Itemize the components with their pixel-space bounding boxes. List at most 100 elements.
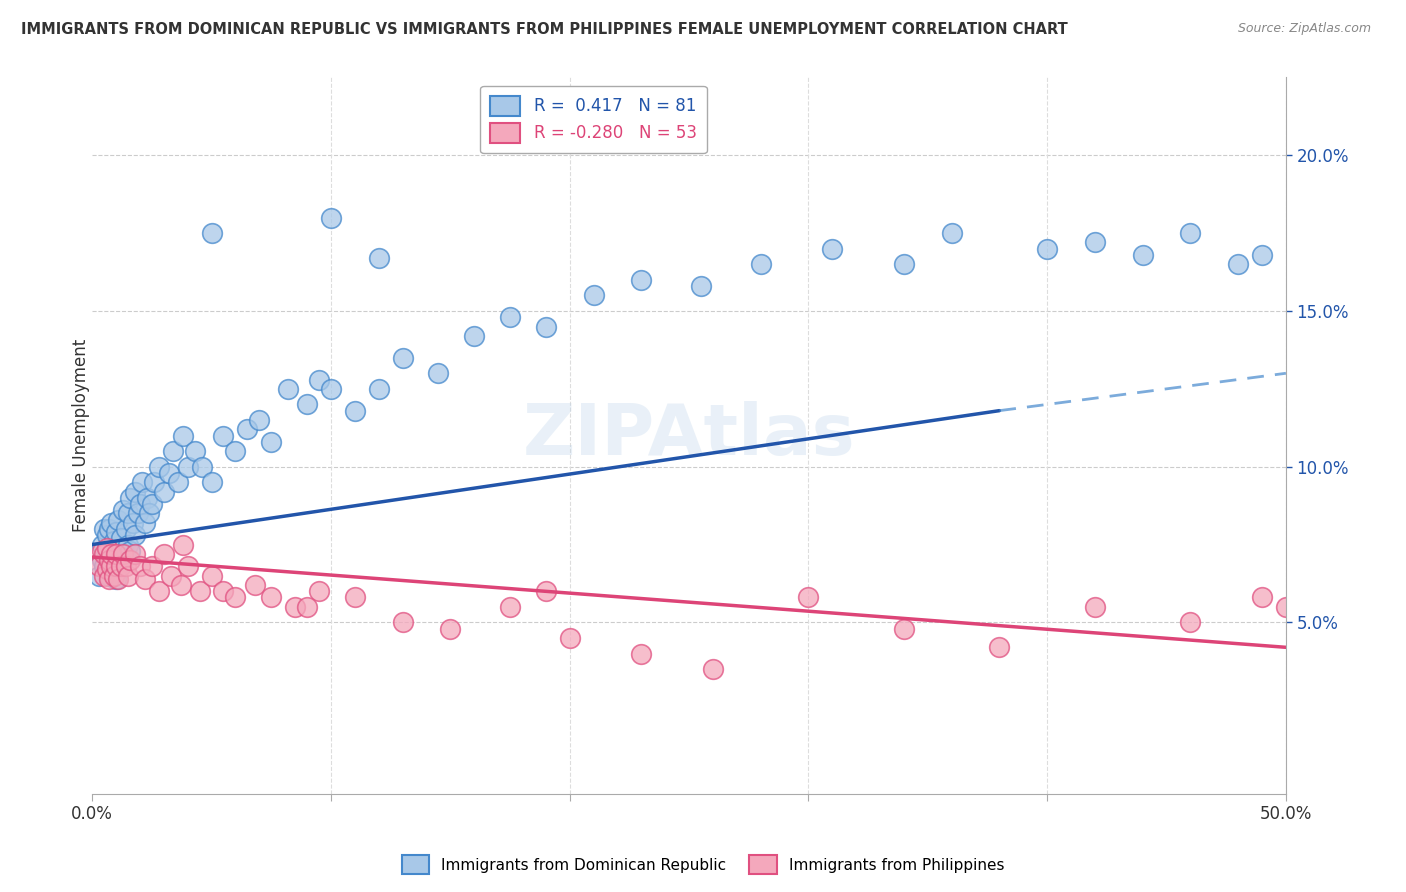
Point: [129, 559, 152, 574]
Point: [1180, 226, 1202, 240]
Point: [148, 459, 170, 474]
Point: [114, 549, 136, 564]
Point: [103, 534, 125, 549]
Point: [169, 578, 191, 592]
Point: [160, 568, 183, 582]
Text: Source: ZipAtlas.com: Source: ZipAtlas.com: [1237, 22, 1371, 36]
Point: [110, 556, 132, 570]
Point: [121, 516, 143, 530]
Text: IMMIGRANTS FROM DOMINICAN REPUBLIC VS IMMIGRANTS FROM PHILIPPINES FEMALE UNEMPLO: IMMIGRANTS FROM DOMINICAN REPUBLIC VS IM…: [21, 22, 1067, 37]
Point: [224, 444, 246, 458]
Point: [1180, 615, 1202, 630]
Point: [184, 444, 207, 458]
Point: [114, 559, 136, 574]
Point: [212, 428, 235, 442]
Point: [893, 257, 915, 271]
Point: [96, 541, 118, 555]
Point: [1251, 248, 1274, 262]
Point: [439, 622, 461, 636]
Point: [308, 372, 330, 386]
Point: [167, 475, 190, 490]
Point: [105, 547, 128, 561]
Point: [172, 428, 194, 442]
Point: [1227, 257, 1250, 271]
Point: [100, 516, 122, 530]
Point: [188, 584, 211, 599]
Text: ZIPAtlas: ZIPAtlas: [523, 401, 855, 470]
Point: [138, 507, 160, 521]
Point: [107, 547, 129, 561]
Point: [702, 662, 724, 676]
Point: [319, 211, 342, 225]
Point: [117, 507, 139, 521]
Point: [112, 547, 135, 561]
Point: [93, 568, 115, 582]
Point: [97, 543, 120, 558]
Point: [117, 537, 139, 551]
Point: [1084, 235, 1107, 250]
Point: [100, 547, 122, 561]
Point: [89, 568, 111, 582]
Point: [127, 507, 149, 521]
Point: [114, 522, 136, 536]
Point: [200, 568, 222, 582]
Point: [463, 329, 485, 343]
Point: [134, 516, 156, 530]
Point: [157, 466, 180, 480]
Point: [176, 559, 198, 574]
Point: [176, 459, 198, 474]
Point: [112, 541, 135, 555]
Point: [319, 382, 342, 396]
Point: [110, 531, 132, 545]
Point: [582, 288, 605, 302]
Point: [97, 568, 120, 582]
Point: [212, 584, 235, 599]
Point: [343, 591, 366, 605]
Point: [120, 543, 142, 558]
Point: [260, 434, 283, 449]
Point: [90, 543, 112, 558]
Point: [124, 528, 146, 542]
Point: [427, 366, 450, 380]
Point: [107, 572, 129, 586]
Point: [260, 591, 283, 605]
Point: [105, 559, 128, 574]
Point: [534, 319, 557, 334]
Point: [100, 559, 122, 574]
Point: [367, 382, 389, 396]
Point: [117, 568, 139, 582]
Point: [120, 553, 142, 567]
Point: [124, 484, 146, 499]
Point: [129, 497, 152, 511]
Point: [97, 572, 120, 586]
Point: [97, 522, 120, 536]
Point: [749, 257, 772, 271]
Point: [499, 599, 522, 614]
Y-axis label: Female Unemployment: Female Unemployment: [72, 339, 90, 533]
Point: [90, 537, 112, 551]
Point: [120, 491, 142, 505]
Point: [141, 497, 163, 511]
Point: [988, 640, 1011, 655]
Point: [131, 475, 153, 490]
Point: [941, 226, 963, 240]
Point: [100, 559, 122, 574]
Point: [172, 537, 194, 551]
Point: [105, 525, 128, 540]
Point: [391, 351, 413, 365]
Point: [1084, 599, 1107, 614]
Point: [105, 572, 128, 586]
Point: [103, 553, 125, 567]
Legend: R =  0.417   N = 81, R = -0.280   N = 53: R = 0.417 N = 81, R = -0.280 N = 53: [481, 86, 707, 153]
Point: [93, 547, 115, 561]
Point: [89, 559, 111, 574]
Point: [136, 491, 159, 505]
Point: [1132, 248, 1154, 262]
Point: [821, 242, 844, 256]
Point: [103, 568, 125, 582]
Point: [630, 273, 652, 287]
Point: [295, 397, 318, 411]
Point: [141, 559, 163, 574]
Point: [893, 622, 915, 636]
Point: [200, 475, 222, 490]
